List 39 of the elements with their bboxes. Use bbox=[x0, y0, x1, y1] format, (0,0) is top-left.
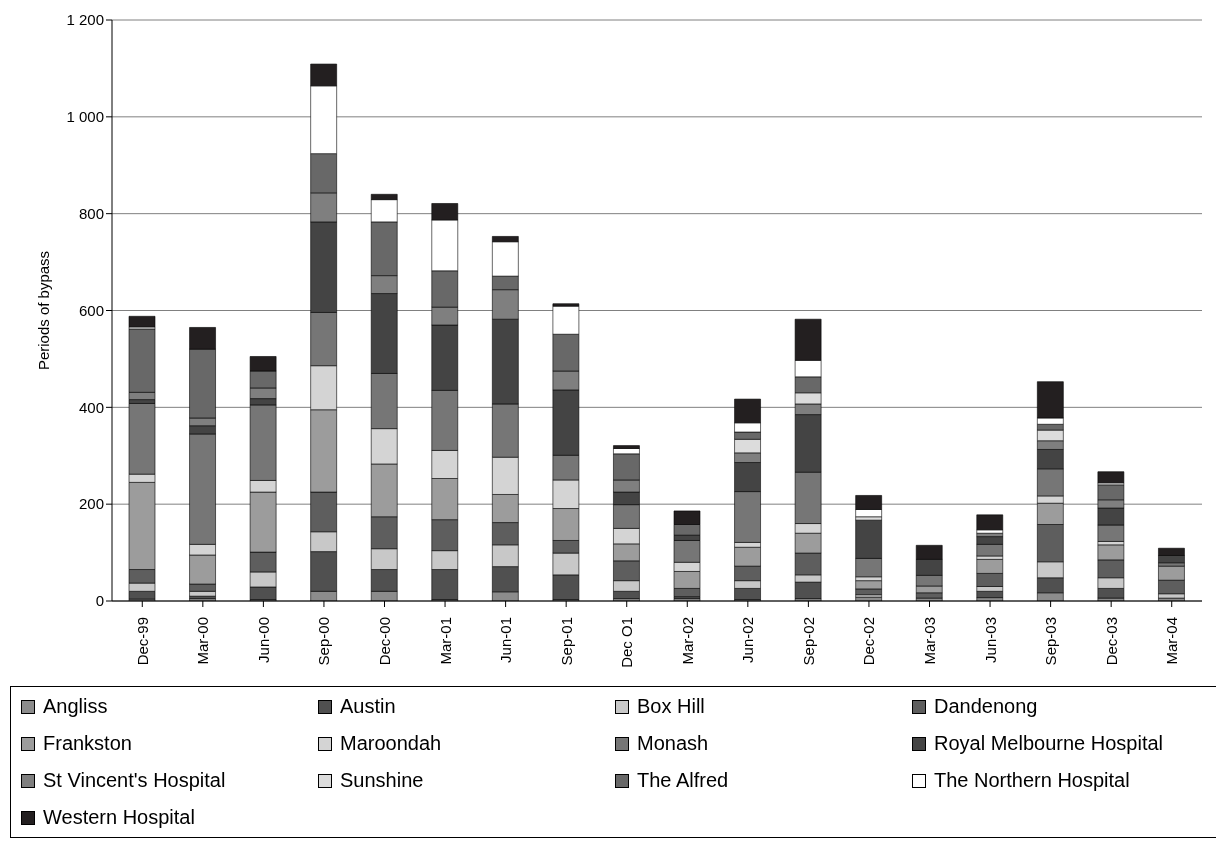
legend-label: Dandenong bbox=[934, 695, 1038, 718]
legend-label: Monash bbox=[637, 732, 709, 755]
legend-label: Frankston bbox=[43, 732, 132, 755]
x-tick-label: Mar-00 bbox=[194, 617, 212, 665]
legend-label: St Vincent's Hospital bbox=[43, 769, 226, 792]
legend-label: Maroondah bbox=[340, 732, 442, 755]
x-tick-label: Dec-99 bbox=[133, 617, 151, 666]
x-tick-label: Jun-02 bbox=[739, 617, 757, 663]
legend-label: Western Hospital bbox=[43, 806, 195, 829]
x-tick-label: Sep-02 bbox=[799, 617, 817, 666]
x-tick-label: Sep-00 bbox=[315, 617, 333, 666]
x-tick-label: Sep-03 bbox=[1042, 617, 1060, 666]
y-tick-label: 800 bbox=[78, 204, 104, 222]
y-tick-label: 1 000 bbox=[66, 108, 104, 126]
x-tick-label: Dec O1 bbox=[618, 617, 636, 668]
legend-label: Royal Melbourne Hospital bbox=[934, 732, 1164, 755]
legend-label: Box Hill bbox=[637, 695, 705, 718]
x-tick-label: Dec-00 bbox=[376, 617, 393, 666]
y-tick-label: 400 bbox=[78, 398, 104, 416]
x-tick-label: Dec-03 bbox=[1102, 617, 1120, 666]
legend-label: The Alfred bbox=[637, 769, 729, 792]
x-tick-label: Dec-02 bbox=[860, 617, 878, 666]
y-tick-label: 600 bbox=[78, 301, 104, 319]
y-axis-title: Periods of bypass bbox=[35, 250, 53, 371]
y-tick-label: 200 bbox=[78, 495, 104, 513]
x-tick-label: Mar-03 bbox=[921, 617, 938, 665]
x-tick-label: Jun-03 bbox=[981, 617, 999, 663]
x-tick-label: Jun-00 bbox=[254, 617, 272, 663]
legend-label: Austin bbox=[340, 695, 396, 718]
x-tick-label: Mar-04 bbox=[1163, 617, 1181, 665]
x-tick-label: Mar-01 bbox=[436, 617, 454, 665]
y-tick-label: 1 200 bbox=[66, 11, 104, 29]
legend-label: The Northern Hospital bbox=[934, 769, 1130, 792]
y-tick-label: 0 bbox=[95, 592, 104, 610]
x-tick-label: Mar-02 bbox=[678, 617, 696, 665]
x-tick-label: Jun-01 bbox=[497, 617, 515, 663]
legend-label: Sunshine bbox=[340, 769, 424, 792]
x-tick-label: Sep-01 bbox=[557, 617, 575, 666]
legend-label: Angliss bbox=[43, 695, 108, 718]
